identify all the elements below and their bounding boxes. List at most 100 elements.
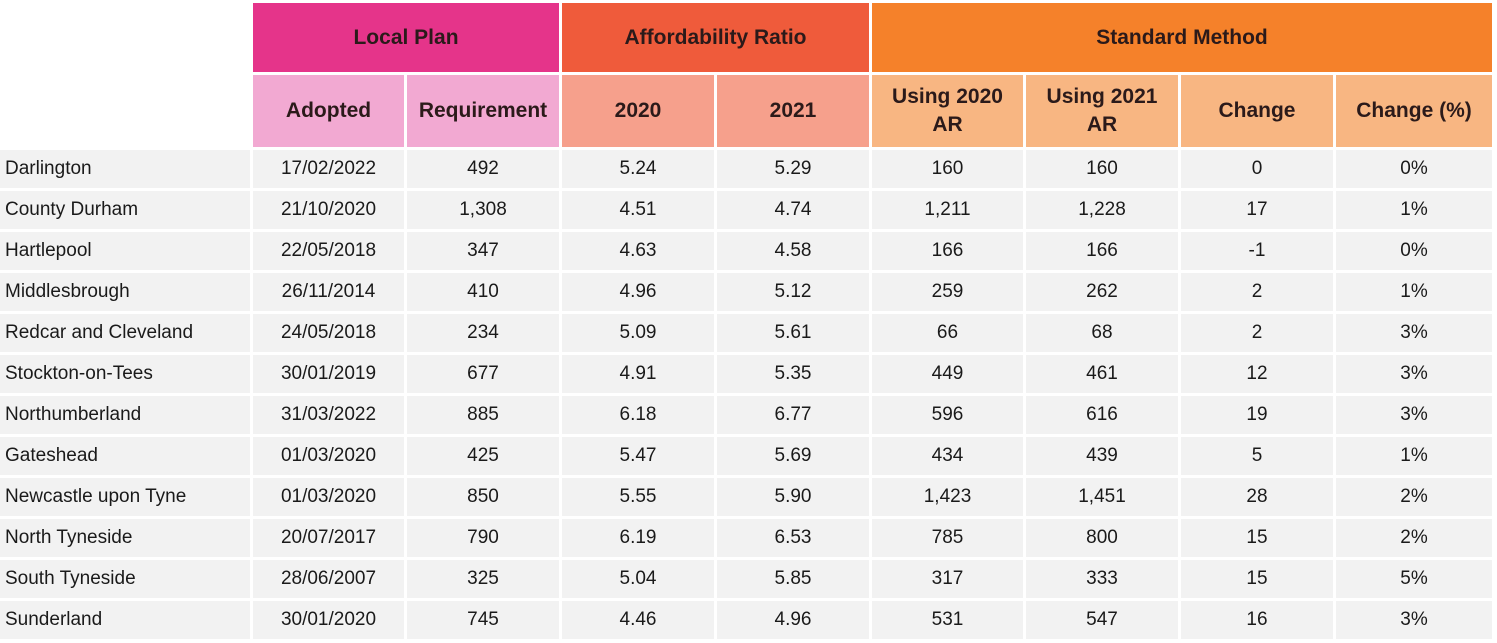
header-ar-2020: 2020 [562,75,714,147]
change-pct-value: 2% [1336,478,1492,516]
change-value: 15 [1181,560,1333,598]
using-2021-value: 800 [1026,519,1178,557]
change-value: -1 [1181,232,1333,270]
using-2021-value: 68 [1026,314,1178,352]
change-value: 2 [1181,273,1333,311]
authority-name: Middlesbrough [0,273,250,311]
using-2021-value: 616 [1026,396,1178,434]
adopted-date: 26/11/2014 [253,273,404,311]
authority-name: Darlington [0,150,250,188]
table-row: Redcar and Cleveland 24/05/2018 234 5.09… [0,314,1492,352]
using-2020-value: 434 [872,437,1023,475]
group-header-affordability-ratio: Affordability Ratio [562,3,869,72]
table-row: County Durham 21/10/2020 1,308 4.51 4.74… [0,191,1492,229]
change-value: 17 [1181,191,1333,229]
change-pct-value: 3% [1336,396,1492,434]
using-2020-value: 259 [872,273,1023,311]
change-pct-value: 1% [1336,273,1492,311]
ar-2021-value: 5.29 [717,150,869,188]
change-pct-value: 0% [1336,150,1492,188]
using-2021-value: 461 [1026,355,1178,393]
requirement-value: 410 [407,273,559,311]
table-row: North Tyneside 20/07/2017 790 6.19 6.53 … [0,519,1492,557]
requirement-value: 425 [407,437,559,475]
using-2020-value: 785 [872,519,1023,557]
adopted-date: 28/06/2007 [253,560,404,598]
using-2021-value: 439 [1026,437,1178,475]
authority-name: South Tyneside [0,560,250,598]
adopted-date: 01/03/2020 [253,478,404,516]
using-2020-value: 160 [872,150,1023,188]
using-2021-value: 1,228 [1026,191,1178,229]
table-row: Hartlepool 22/05/2018 347 4.63 4.58 166 … [0,232,1492,270]
requirement-value: 745 [407,601,559,639]
header-using-2020-line2: AR [932,113,963,136]
using-2020-value: 596 [872,396,1023,434]
table-row: Darlington 17/02/2022 492 5.24 5.29 160 … [0,150,1492,188]
using-2020-value: 531 [872,601,1023,639]
requirement-value: 347 [407,232,559,270]
using-2020-value: 449 [872,355,1023,393]
requirement-value: 325 [407,560,559,598]
change-pct-value: 3% [1336,355,1492,393]
requirement-value: 492 [407,150,559,188]
using-2021-value: 547 [1026,601,1178,639]
change-value: 2 [1181,314,1333,352]
change-value: 16 [1181,601,1333,639]
sub-header-row: Adopted Requirement 2020 2021 Using 2020… [0,75,1492,147]
authority-name: Redcar and Cleveland [0,314,250,352]
ar-2020-value: 5.24 [562,150,714,188]
header-change-pct: Change (%) [1336,75,1492,147]
using-2021-value: 333 [1026,560,1178,598]
using-2020-value: 66 [872,314,1023,352]
ar-2021-value: 6.77 [717,396,869,434]
table-row: Stockton-on-Tees 30/01/2019 677 4.91 5.3… [0,355,1492,393]
adopted-date: 31/03/2022 [253,396,404,434]
group-header-row: Local Plan Affordability Ratio Standard … [0,3,1492,72]
authority-name: Stockton-on-Tees [0,355,250,393]
ar-2020-value: 5.47 [562,437,714,475]
ar-2021-value: 5.61 [717,314,869,352]
ar-2020-value: 6.18 [562,396,714,434]
change-pct-value: 2% [1336,519,1492,557]
header-using-2021-line1: Using 2021 [1046,84,1158,108]
adopted-date: 20/07/2017 [253,519,404,557]
change-pct-value: 1% [1336,437,1492,475]
header-using-2020-line1: Using 2020 [892,84,1003,108]
ar-2021-value: 6.53 [717,519,869,557]
ar-2020-value: 4.91 [562,355,714,393]
ar-2021-value: 4.96 [717,601,869,639]
group-header-standard-method: Standard Method [872,3,1492,72]
change-pct-value: 1% [1336,191,1492,229]
ar-2020-value: 5.09 [562,314,714,352]
table-row: Middlesbrough 26/11/2014 410 4.96 5.12 2… [0,273,1492,311]
authority-name: Sunderland [0,601,250,639]
change-value: 15 [1181,519,1333,557]
ar-2021-value: 5.69 [717,437,869,475]
ar-2021-value: 5.12 [717,273,869,311]
header-adopted: Adopted [253,75,404,147]
change-pct-value: 5% [1336,560,1492,598]
ar-2020-value: 5.04 [562,560,714,598]
adopted-date: 24/05/2018 [253,314,404,352]
adopted-date: 30/01/2019 [253,355,404,393]
authority-name: County Durham [0,191,250,229]
authority-name: Gateshead [0,437,250,475]
using-2021-value: 166 [1026,232,1178,270]
table-row: Gateshead 01/03/2020 425 5.47 5.69 434 4… [0,437,1492,475]
change-pct-value: 3% [1336,601,1492,639]
adopted-date: 01/03/2020 [253,437,404,475]
adopted-date: 30/01/2020 [253,601,404,639]
requirement-value: 850 [407,478,559,516]
using-2021-value: 160 [1026,150,1178,188]
ar-2020-value: 5.55 [562,478,714,516]
ar-2021-value: 5.90 [717,478,869,516]
requirement-value: 885 [407,396,559,434]
corner-cell-sub [0,75,250,147]
adopted-date: 17/02/2022 [253,150,404,188]
ar-2020-value: 4.51 [562,191,714,229]
using-2021-value: 262 [1026,273,1178,311]
change-value: 0 [1181,150,1333,188]
ar-2020-value: 6.19 [562,519,714,557]
change-pct-value: 0% [1336,232,1492,270]
